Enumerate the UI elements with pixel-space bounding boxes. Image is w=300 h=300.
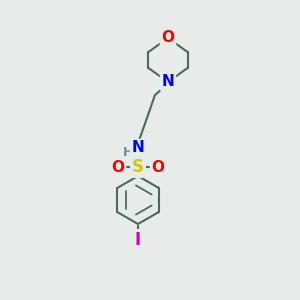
Text: N: N: [162, 74, 174, 89]
Text: O: O: [112, 160, 124, 175]
Text: S: S: [132, 158, 144, 176]
Text: I: I: [135, 231, 141, 249]
Text: H: H: [123, 146, 133, 158]
Text: O: O: [161, 31, 175, 46]
Text: N: N: [132, 140, 144, 155]
Text: O: O: [152, 160, 164, 175]
